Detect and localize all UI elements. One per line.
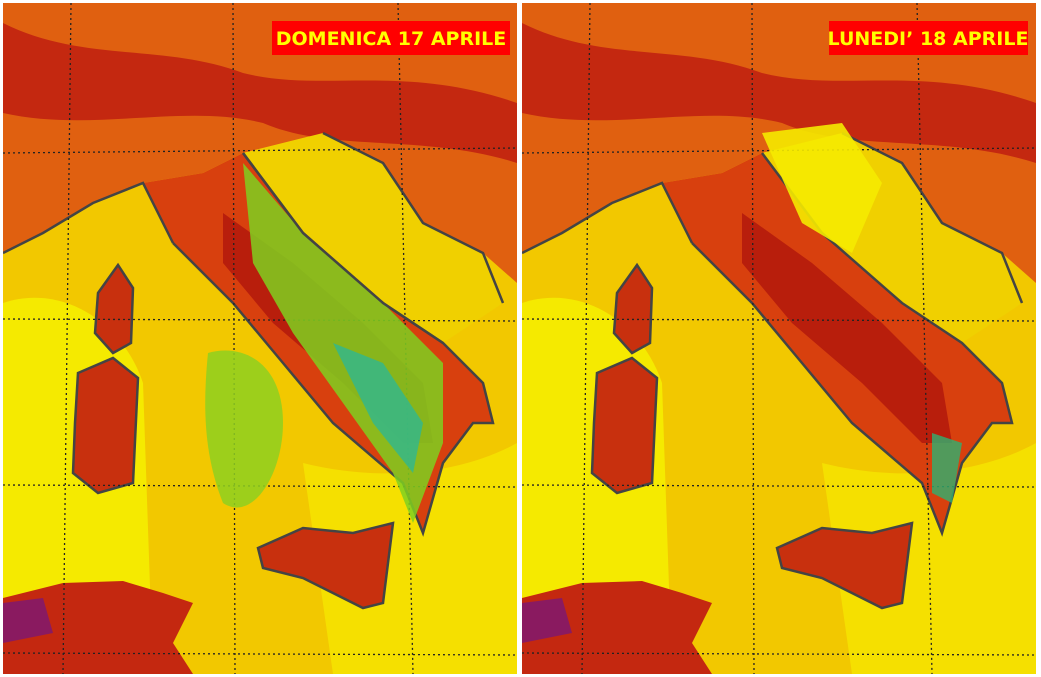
map-panel: DOMENICA 17 APRILE: [3, 3, 517, 674]
date-label-box: [272, 21, 510, 55]
date-label: LUNEDI’ 18 APRILE: [828, 28, 1029, 50]
date-label: DOMENICA 17 APRILE: [276, 28, 507, 50]
map-panel: LUNEDI’ 18 APRILE: [522, 3, 1036, 674]
date-label-box: [829, 21, 1028, 55]
